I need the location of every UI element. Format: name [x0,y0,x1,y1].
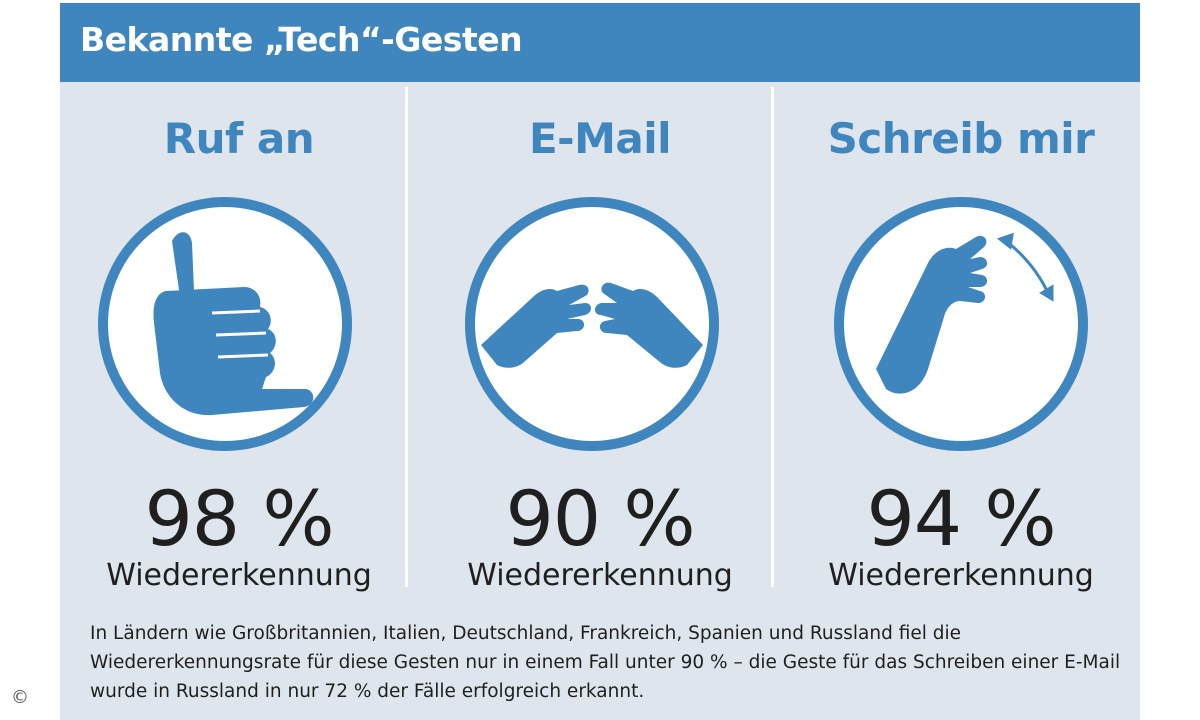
recognition-label: Wiedererkennung [467,558,733,593]
column-divider [405,87,408,587]
recognition-percent: 98 % [144,474,334,563]
gesture-title: E-Mail [528,114,672,163]
recognition-percent: 90 % [505,474,695,563]
recognition-label: Wiedererkennung [106,558,372,593]
phone-call-hand-gesture-icon [98,197,352,451]
copyright-icon: © [11,687,29,708]
gesture-card-e-mail: E-Mail 90 % Wiedererkennung [421,82,779,593]
footnote-text: In Ländern wie Großbritannien, Italien, … [90,623,1121,702]
infographic-panel: Bekannte „Tech“-Gesten Ruf an 98 % Wiede… [60,3,1140,720]
gesture-card-schreib-mir: Schreib mir 94 % Wiedererkennung [782,82,1140,593]
column-divider [771,87,774,587]
email-hands-gesture-icon [465,197,719,451]
text-me-hand-gesture-icon [834,197,1088,451]
recognition-percent: 94 % [866,474,1056,563]
header-bar: Bekannte „Tech“-Gesten [60,3,1140,82]
gesture-card-ruf-an: Ruf an 98 % Wiedererkennung [60,82,418,593]
gesture-title: Ruf an [163,114,315,163]
page-title: Bekannte „Tech“-Gesten [80,20,523,59]
gesture-title: Schreib mir [827,114,1095,163]
recognition-label: Wiedererkennung [828,558,1094,593]
